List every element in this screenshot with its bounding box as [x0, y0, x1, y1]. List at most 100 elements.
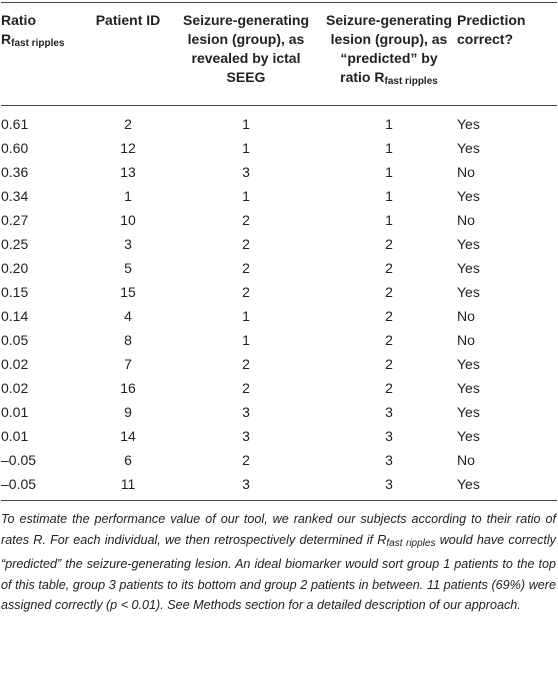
- table-cell: 3: [124, 236, 132, 252]
- table-cell: 2: [385, 260, 393, 276]
- table-cell: –0.05: [1, 452, 37, 468]
- table-row: 0.34 1 1 1 Yes: [1, 184, 557, 208]
- text-part: would have correctly “predicted” the sei…: [1, 533, 556, 613]
- text: Patient ID: [95, 12, 161, 28]
- table-body: 0.61 2 1 1 Yes 0.60 12 1 1 Yes 0.36 13 3 1 No 0.34 1 1 1 Ye…: [1, 106, 557, 501]
- table-row: 0.02 7 2 2 Yes: [1, 352, 557, 376]
- table-cell: Yes: [457, 356, 480, 372]
- table-cell: 6: [124, 452, 132, 468]
- table-cell: 2: [242, 284, 250, 300]
- table-row: 0.60 12 1 1 Yes: [1, 136, 557, 160]
- subscript: fast ripples: [384, 76, 438, 87]
- table-cell: Yes: [457, 140, 480, 156]
- table-cell: 13: [120, 164, 136, 180]
- table-cell: 3: [385, 404, 393, 420]
- table-row: 0.61 2 1 1 Yes: [1, 106, 557, 137]
- table-cell: Yes: [457, 476, 480, 492]
- table-cell: 2: [385, 356, 393, 372]
- table-cell: 1: [385, 188, 393, 204]
- table-cell: 2: [385, 284, 393, 300]
- text: Seizure-generating lesion (group), as re…: [182, 12, 310, 85]
- table-cell: 15: [120, 284, 136, 300]
- table-row: 0.20 5 2 2 Yes: [1, 256, 557, 280]
- table-cell: 2: [242, 260, 250, 276]
- table-cell: 7: [124, 356, 132, 372]
- table-cell: 12: [120, 140, 136, 156]
- table-cell: 5: [124, 260, 132, 276]
- table-cell: 3: [242, 164, 250, 180]
- table-row: 0.14 4 1 2 No: [1, 304, 557, 328]
- table-cell: 14: [120, 428, 136, 444]
- column-header: Seizure-generating lesion (group), as “p…: [321, 3, 457, 106]
- text: To estimate the performance value of our…: [1, 512, 556, 547]
- table-cell: 3: [385, 428, 393, 444]
- table-cell: 2: [242, 212, 250, 228]
- table-cell: No: [457, 332, 475, 348]
- table-cell: 0.61: [1, 116, 29, 132]
- column-header: Prediction correct?: [457, 3, 557, 106]
- table-cell: 0.20: [1, 260, 29, 276]
- table-header: Ratio Rfast ripples Patient ID Seizure-gene…: [1, 3, 557, 106]
- table-cell: 2: [124, 116, 132, 132]
- text-part: Seizure-generating lesion (group), as re…: [175, 11, 317, 87]
- table-cell: 1: [242, 188, 250, 204]
- table-cell: 0.02: [1, 380, 29, 396]
- table-cell: 3: [385, 452, 393, 468]
- table-cell: 10: [120, 212, 136, 228]
- table-cell: 2: [242, 356, 250, 372]
- text: Seizure-generating lesion (group), as “p…: [325, 12, 453, 85]
- table-row: 0.01 14 3 3 Yes: [1, 424, 557, 448]
- text-part: To estimate the performance value of our…: [1, 512, 556, 549]
- table-row: 0.15 15 2 2 Yes: [1, 280, 557, 304]
- table-cell: 1: [385, 212, 393, 228]
- text: would have correctly “predicted” the sei…: [1, 532, 556, 613]
- table-row: 0.27 10 2 1 No: [1, 208, 557, 232]
- table-cell: 0.34: [1, 188, 29, 204]
- table-cell: 0.01: [1, 428, 29, 444]
- table-cell: 2: [385, 236, 393, 252]
- table-cell: 2: [385, 332, 393, 348]
- text-part: Rfast ripples: [1, 30, 81, 53]
- table-row: 0.25 3 2 2 Yes: [1, 232, 557, 256]
- table-cell: 0.02: [1, 356, 29, 372]
- table-cell: Yes: [457, 116, 480, 132]
- table-cell: Yes: [457, 188, 480, 204]
- table-cell: 1: [242, 140, 250, 156]
- table-row: –0.05 11 3 3 Yes: [1, 472, 557, 501]
- table-cell: Yes: [457, 236, 480, 252]
- table-cell: –0.05: [1, 476, 37, 492]
- table-cell: Yes: [457, 428, 480, 444]
- table-cell: 0.27: [1, 212, 29, 228]
- table-cell: 9: [124, 404, 132, 420]
- table-cell: 1: [124, 188, 132, 204]
- text-part: Ratio: [1, 11, 81, 30]
- text-part: Seizure-generating lesion (group), as “p…: [325, 11, 453, 91]
- table-cell: 3: [385, 476, 393, 492]
- table-cell: 2: [242, 380, 250, 396]
- table-cell: Yes: [457, 380, 480, 396]
- table-cell: 3: [242, 476, 250, 492]
- table-cell: 2: [242, 452, 250, 468]
- table-cell: 2: [242, 236, 250, 252]
- data-table: Ratio Rfast ripples Patient ID Seizure-gene…: [1, 2, 557, 501]
- text: Prediction correct?: [457, 12, 526, 47]
- table-row: 0.02 16 2 2 Yes: [1, 376, 557, 400]
- table-cell: 0.14: [1, 308, 29, 324]
- table-cell: 0.01: [1, 404, 29, 420]
- table-cell: 2: [385, 308, 393, 324]
- column-header: Patient ID: [85, 3, 171, 106]
- table-cell: 11: [120, 476, 136, 492]
- table-cell: 3: [242, 404, 250, 420]
- column-header: Ratio Rfast ripples: [1, 3, 85, 106]
- table-cell: 4: [124, 308, 132, 324]
- table-cell: 0.25: [1, 236, 29, 252]
- table-row: –0.05 6 2 3 No: [1, 448, 557, 472]
- text: R: [1, 31, 12, 47]
- table-cell: 0.60: [1, 140, 29, 156]
- table-cell: 2: [385, 380, 393, 396]
- table-cell: No: [457, 308, 475, 324]
- table-cell: 1: [242, 332, 250, 348]
- table-cell: No: [457, 212, 475, 228]
- table-cell: 0.15: [1, 284, 29, 300]
- text-part: Prediction correct?: [457, 11, 553, 49]
